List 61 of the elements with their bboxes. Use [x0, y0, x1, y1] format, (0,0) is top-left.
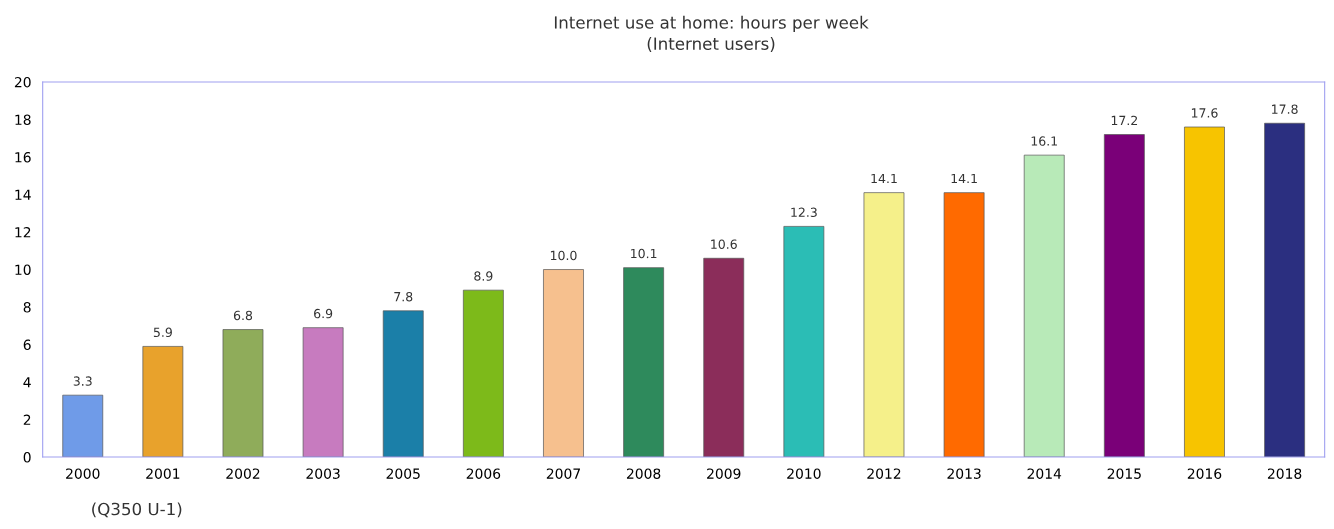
bar — [222, 329, 264, 458]
y-tick-label: 10 — [15, 264, 31, 275]
x-tick-label: 2008 — [626, 468, 661, 479]
bar — [623, 267, 664, 458]
x-tick-label: 2001 — [146, 468, 180, 479]
y-tick-label: 18 — [15, 114, 31, 125]
data-label: 16.1 — [1031, 136, 1057, 146]
bar — [382, 310, 424, 458]
x-tick-label: 2009 — [707, 468, 741, 479]
x-tick-label: 2018 — [1267, 468, 1302, 479]
bar — [1184, 126, 1225, 458]
text: (Q350 U-1) — [92, 502, 182, 518]
x-tick-label: 2005 — [386, 468, 420, 479]
x-tick-label: 2003 — [306, 468, 340, 479]
y-tick-label: 6 — [23, 339, 31, 351]
data-label: 12.3 — [791, 207, 817, 218]
y-tick-label: 16 — [15, 151, 31, 163]
bar — [703, 257, 745, 458]
x-tick-label: 2000 — [66, 468, 100, 479]
bar — [462, 289, 504, 458]
bar — [943, 192, 985, 458]
data-label: 10.6 — [711, 239, 737, 249]
data-label: 5.9 — [153, 327, 172, 338]
y-tick-label: 0 — [23, 452, 31, 463]
x-tick-label: 2015 — [1107, 468, 1141, 479]
x-tick-label: 2016 — [1187, 468, 1222, 479]
bar — [543, 269, 584, 458]
data-label: 17.6 — [1191, 108, 1218, 118]
bar — [62, 394, 104, 458]
x-tick-label: 2002 — [226, 468, 260, 479]
x-tick-label: 2006 — [466, 468, 501, 479]
bar — [1023, 154, 1065, 458]
data-label: 17.2 — [1111, 115, 1138, 125]
data-label: 10.0 — [550, 250, 577, 261]
data-label: 14.1 — [871, 173, 897, 184]
y-tick-label: 8 — [23, 302, 31, 313]
data-label: 6.9 — [314, 308, 333, 319]
x-tick-label: 2014 — [1027, 468, 1062, 479]
bar — [783, 226, 825, 458]
y-tick-label: 4 — [23, 377, 31, 388]
data-label: 10.1 — [631, 248, 657, 259]
data-label: 6.8 — [233, 310, 253, 321]
y-tick-label: 2 — [23, 414, 31, 425]
x-tick-label: 2012 — [867, 468, 901, 479]
data-label: 14.1 — [951, 173, 977, 184]
data-label: 7.8 — [394, 291, 413, 302]
bar — [1103, 134, 1145, 458]
y-tick-label: 20 — [14, 76, 31, 88]
chart-title: Internet use at home: hours per week (Internet users) — [554, 15, 869, 52]
data-label: 17.8 — [1272, 104, 1298, 114]
bar — [1264, 122, 1305, 458]
y-tick-label: 14 — [15, 189, 31, 200]
y-tick-label: 12 — [15, 226, 31, 238]
x-tick-label: 2007 — [546, 468, 580, 479]
bar — [302, 327, 344, 458]
bar — [142, 346, 184, 458]
x-tick-label: 2013 — [947, 468, 981, 479]
data-label: 8.9 — [474, 271, 493, 281]
x-tick-label: 2010 — [787, 468, 821, 479]
bar — [863, 192, 905, 458]
data-label: 3.3 — [73, 376, 92, 386]
